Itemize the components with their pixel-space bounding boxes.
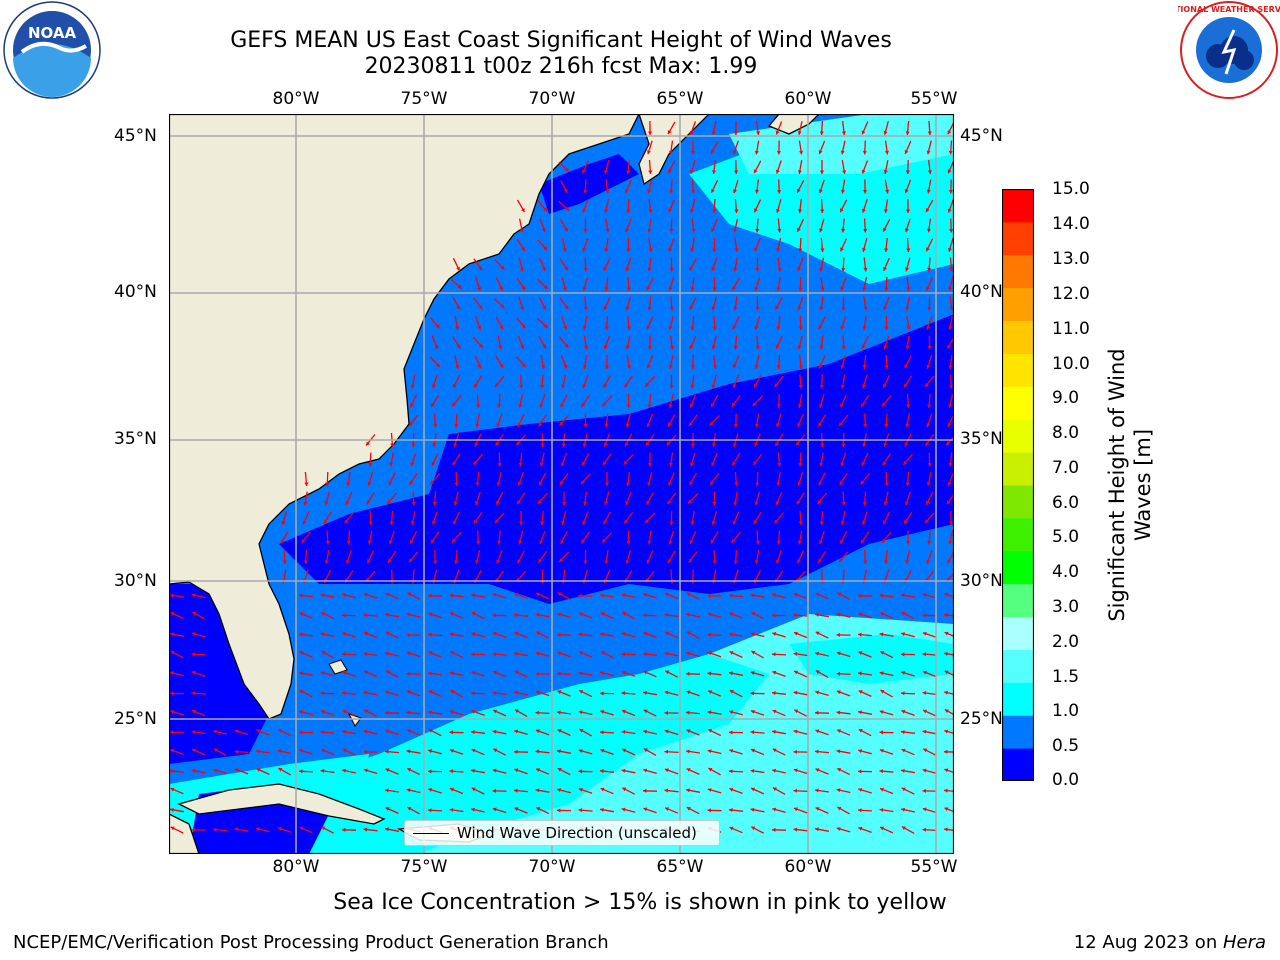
lon-label-bottom: 65°W xyxy=(656,857,704,877)
colorbar-tick: 6.0 xyxy=(1052,493,1080,513)
colorbar-swatch xyxy=(1002,320,1034,354)
lon-label-bottom: 60°W xyxy=(784,857,832,877)
colorbar-swatch xyxy=(1002,583,1034,618)
legend-line-sample xyxy=(413,833,449,834)
colorbar-swatch xyxy=(1002,189,1034,223)
colorbar-tick: 7.0 xyxy=(1052,458,1080,478)
land-yucatan xyxy=(169,813,200,854)
colorbar-swatch xyxy=(1002,452,1034,486)
map-legend: Wind Wave Direction (unscaled) xyxy=(404,820,720,846)
colorbar-tick: 14.0 xyxy=(1052,214,1090,234)
lon-label-top: 70°W xyxy=(528,89,576,109)
colorbar-swatch xyxy=(1002,485,1034,519)
colorbar-swatch xyxy=(1002,649,1034,683)
land-cuba xyxy=(177,783,386,825)
colorbar-tick: 1.0 xyxy=(1052,701,1080,721)
colorbar-swatch xyxy=(1002,550,1034,585)
noaa-logo-text: NOAA xyxy=(28,24,77,42)
wave-band-0.0-0.5 xyxy=(539,154,639,214)
land-north-america xyxy=(169,114,640,720)
colorbar-swatch xyxy=(1002,254,1034,289)
land-bahamas xyxy=(328,659,348,675)
lon-label-bottom: 55°W xyxy=(910,857,958,877)
lat-label-right: 25°N xyxy=(960,709,1003,729)
colorbar-tick: 10.0 xyxy=(1052,354,1090,374)
footer-host: Hera xyxy=(1222,932,1266,953)
colorbar-title-line1: Significant Height of Wind xyxy=(1105,348,1129,622)
lon-label-top: 60°W xyxy=(784,89,832,109)
legend-label: Wind Wave Direction (unscaled) xyxy=(457,824,697,842)
colorbar-swatch xyxy=(1002,517,1034,552)
land-newfoundland xyxy=(767,114,820,135)
wave-band-1.0-1.5 xyxy=(289,654,769,854)
colorbar-tick: 12.0 xyxy=(1052,284,1090,304)
chart-title: GEFS MEAN US East Coast Significant Heig… xyxy=(230,28,892,53)
colorbar-tick: 3.0 xyxy=(1052,597,1080,617)
colorbar-swatch xyxy=(1002,715,1034,749)
lon-label-top: 75°W xyxy=(400,89,448,109)
colorbar-swatch xyxy=(1002,353,1034,387)
lon-label-bottom: 70°W xyxy=(528,857,576,877)
colorbar-tick: 0.0 xyxy=(1052,770,1080,790)
colorbar-swatch xyxy=(1002,616,1034,650)
colorbar xyxy=(1002,189,1034,781)
footer-date: 12 Aug 2023 on Hera xyxy=(1074,932,1266,953)
colorbar-tick: 0.5 xyxy=(1052,736,1080,756)
footer-branch: NCEP/EMC/Verification Post Processing Pr… xyxy=(13,932,609,953)
map-frame xyxy=(169,114,954,854)
wave-band-0.0-0.5 xyxy=(279,314,954,604)
lon-label-top: 80°W xyxy=(272,89,320,109)
noaa-logo: NOAA xyxy=(3,1,101,99)
footer-date-text: 12 Aug 2023 on xyxy=(1073,932,1223,953)
colorbar-swatch xyxy=(1002,287,1034,322)
chart-subtitle: 20230811 t00z 216h fcst Max: 1.99 xyxy=(364,54,758,79)
lon-label-top: 65°W xyxy=(656,89,704,109)
lon-label-bottom: 80°W xyxy=(272,857,320,877)
colorbar-title-line2: Waves [m] xyxy=(1131,428,1155,542)
lat-label-left: 45°N xyxy=(114,126,157,146)
colorbar-swatch xyxy=(1002,748,1034,781)
colorbar-swatch xyxy=(1002,682,1034,716)
lon-label-top: 55°W xyxy=(910,89,958,109)
wave-height-map xyxy=(169,114,954,854)
colorbar-swatch xyxy=(1002,419,1034,453)
colorbar-tick: 1.5 xyxy=(1052,667,1080,687)
colorbar-swatch xyxy=(1002,221,1034,256)
colorbar-tick: 11.0 xyxy=(1052,319,1090,339)
colorbar-tick: 4.0 xyxy=(1052,562,1080,582)
lon-label-bottom: 75°W xyxy=(400,857,448,877)
graticule xyxy=(169,114,954,854)
lat-label-right: 40°N xyxy=(960,282,1003,302)
lat-label-left: 40°N xyxy=(114,282,157,302)
nws-logo: NATIONAL WEATHER SERVICE xyxy=(1178,1,1280,99)
nws-logo-text: NATIONAL WEATHER SERVICE xyxy=(1178,5,1280,14)
colorbar-tick: 5.0 xyxy=(1052,527,1080,547)
colorbar-swatch xyxy=(1002,386,1034,420)
colorbar-tick: 9.0 xyxy=(1052,388,1080,408)
colorbar-title: Significant Height of Wind Waves [m] xyxy=(1104,348,1156,621)
lat-label-left: 35°N xyxy=(114,429,157,449)
wind-direction-arrows xyxy=(169,120,954,834)
colorbar-tick: 15.0 xyxy=(1052,179,1090,199)
lat-label-right: 35°N xyxy=(960,429,1003,449)
sea-ice-note: Sea Ice Concentration > 15% is shown in … xyxy=(333,890,947,915)
lat-label-left: 25°N xyxy=(114,709,157,729)
lat-label-right: 45°N xyxy=(960,126,1003,146)
colorbar-tick: 2.0 xyxy=(1052,632,1080,652)
lat-label-right: 30°N xyxy=(960,571,1003,591)
colorbar-tick: 13.0 xyxy=(1052,249,1090,269)
lat-label-left: 30°N xyxy=(114,571,157,591)
wave-band-1.0-1.5 xyxy=(789,634,954,684)
colorbar-tick: 8.0 xyxy=(1052,423,1080,443)
